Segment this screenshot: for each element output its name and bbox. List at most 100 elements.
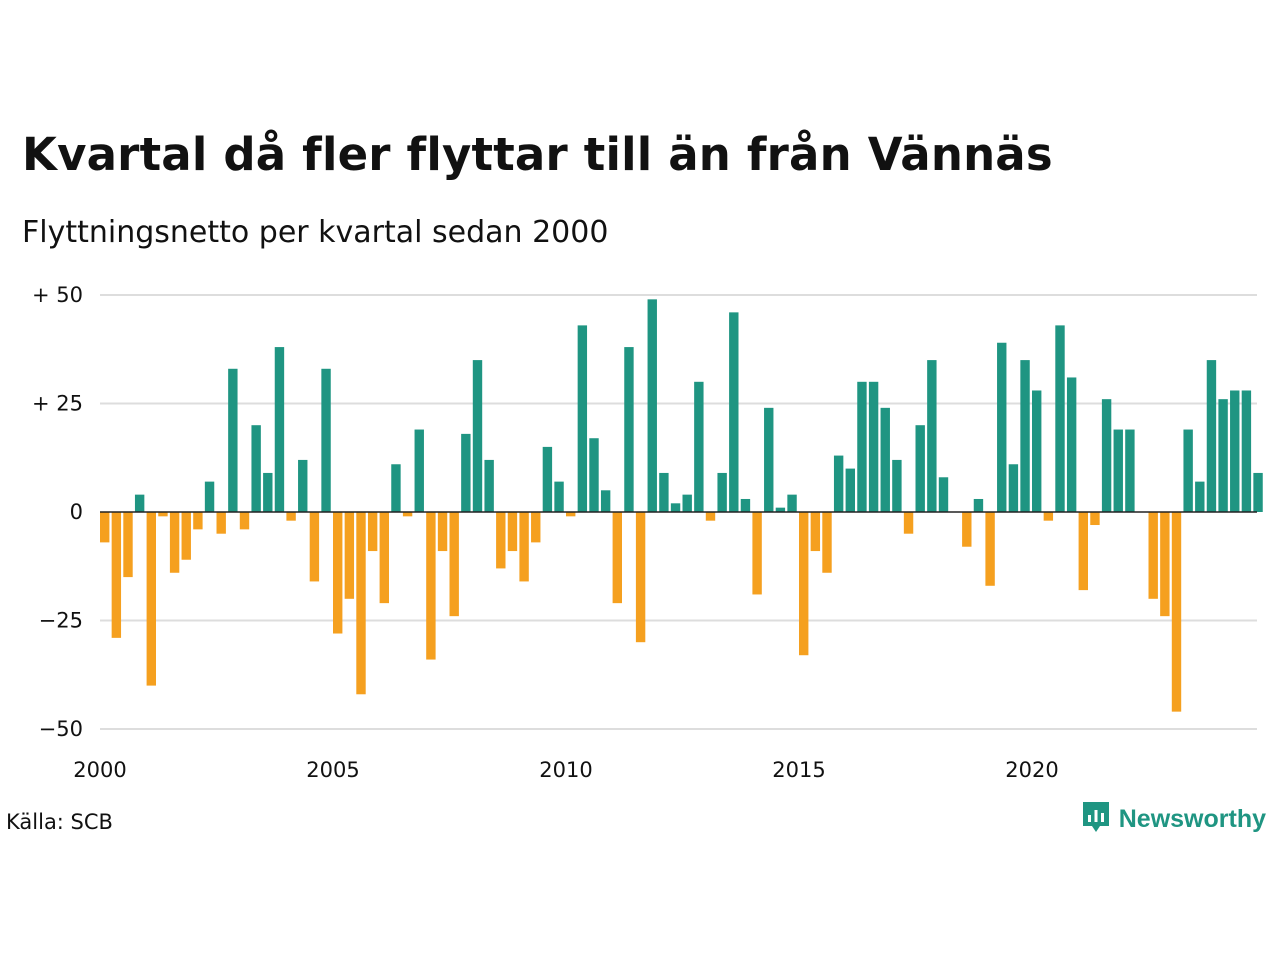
axes: + 50 + 25 0 −25 −50 2000 2005 2010 2015 2020 — [32, 283, 1257, 782]
bar — [426, 512, 436, 660]
bar — [333, 512, 343, 634]
bar — [1008, 464, 1019, 512]
bar — [298, 459, 308, 512]
bar — [193, 512, 203, 530]
bar — [402, 512, 413, 517]
x-tick-label: 2010 — [539, 758, 592, 782]
bar — [1113, 429, 1123, 512]
bar — [519, 512, 529, 582]
bar — [659, 472, 669, 512]
bar — [997, 342, 1007, 512]
chart-subtitle: Flyttningsnetto per kvartal sedan 2000 — [22, 215, 609, 250]
bar — [775, 507, 786, 512]
bar — [1043, 512, 1054, 521]
bar — [600, 490, 611, 512]
bar — [566, 512, 576, 517]
bar — [985, 512, 995, 586]
bar — [461, 433, 471, 512]
bar — [472, 360, 483, 512]
bar — [1241, 390, 1252, 512]
bar — [449, 512, 459, 617]
bar — [1160, 512, 1170, 617]
bar — [892, 459, 902, 512]
bar — [169, 512, 180, 573]
bar — [1230, 390, 1240, 512]
bar — [915, 425, 925, 512]
bar — [1195, 481, 1205, 512]
bar — [274, 347, 285, 512]
bar — [496, 512, 506, 569]
bar — [531, 512, 541, 543]
bar — [542, 446, 553, 512]
bar — [1206, 360, 1217, 512]
bar — [344, 512, 355, 599]
bar — [204, 481, 215, 512]
bar — [123, 512, 133, 578]
bar — [1125, 429, 1135, 512]
bar — [787, 494, 797, 512]
bar — [1218, 399, 1228, 512]
brand-logo: Newsworthy — [1081, 800, 1266, 838]
bar — [251, 425, 261, 512]
bar — [239, 512, 250, 530]
bar — [833, 455, 844, 512]
bar — [810, 512, 821, 552]
bar — [729, 312, 739, 512]
bar — [321, 368, 331, 512]
y-tick-label: −50 — [39, 717, 83, 741]
bar — [111, 512, 122, 638]
bar — [868, 381, 879, 512]
x-tick-label: 2015 — [772, 758, 825, 782]
bar — [146, 512, 156, 686]
bar — [181, 512, 191, 560]
bar — [379, 512, 389, 604]
bar — [589, 438, 599, 512]
bar — [134, 494, 145, 512]
bar — [670, 503, 681, 512]
y-tick-label: 0 — [70, 500, 83, 524]
bar — [624, 347, 634, 512]
x-tick-label: 2005 — [306, 758, 359, 782]
bar — [764, 407, 774, 512]
bar — [799, 512, 809, 656]
bar — [973, 498, 984, 512]
bar — [938, 477, 949, 512]
y-tick-label: + 25 — [32, 392, 83, 416]
bar-chart-speech-bubble-icon — [1081, 800, 1111, 838]
bar — [286, 512, 296, 521]
bar — [554, 481, 564, 512]
bar — [414, 429, 424, 512]
bar — [1078, 512, 1088, 591]
bar — [100, 512, 110, 543]
bar — [263, 472, 273, 512]
bar — [880, 407, 890, 512]
bar — [1066, 377, 1077, 512]
bar — [1055, 325, 1065, 512]
bar — [752, 512, 762, 595]
bar — [367, 512, 378, 552]
x-tick-label: 2020 — [1005, 758, 1058, 782]
bar — [1032, 390, 1042, 512]
source-note: Källa: SCB — [6, 810, 113, 834]
bar — [962, 512, 972, 547]
bar — [437, 512, 448, 552]
brand-name: Newsworthy — [1118, 804, 1266, 833]
bar — [1090, 512, 1100, 526]
bar — [857, 381, 867, 512]
bar — [635, 512, 646, 643]
bar — [309, 512, 320, 582]
bar — [647, 299, 657, 512]
bar — [391, 464, 401, 512]
bar — [228, 368, 238, 512]
bar — [822, 512, 832, 573]
bar — [717, 472, 727, 512]
bar — [927, 360, 937, 512]
bar — [845, 468, 855, 512]
bar — [216, 512, 226, 534]
bar — [577, 325, 588, 512]
bar — [1253, 472, 1263, 512]
bar — [1183, 429, 1193, 512]
bar — [484, 459, 494, 512]
bars — [100, 299, 1263, 712]
